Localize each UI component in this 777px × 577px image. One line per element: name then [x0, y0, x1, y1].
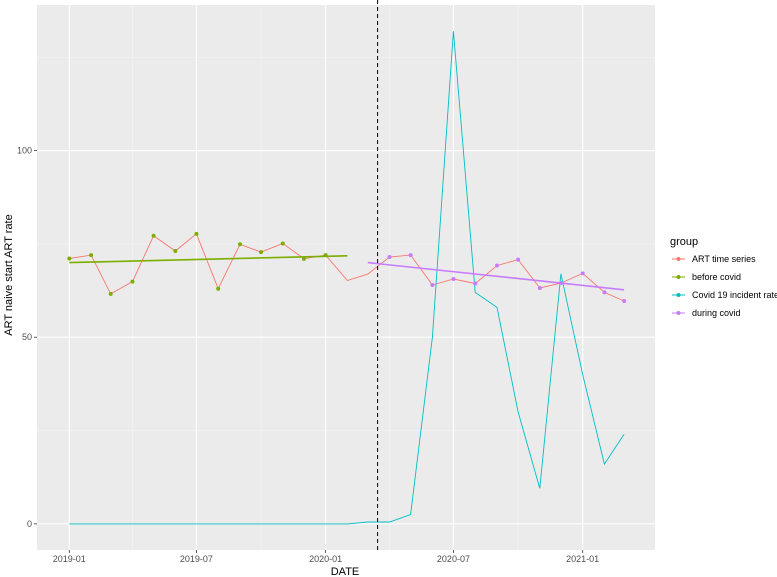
legend-item: before covid — [672, 272, 741, 282]
point-during-covid — [430, 282, 435, 287]
point-during-covid — [408, 253, 413, 258]
point-before-covid — [301, 256, 306, 261]
legend: group ART time series before covid Covid… — [670, 236, 777, 318]
point-during-covid — [580, 271, 585, 276]
x-axis-title: DATE — [331, 566, 360, 577]
point-before-covid — [216, 286, 221, 291]
legend-item: during covid — [672, 308, 741, 318]
series-line-art-time-series — [69, 233, 625, 302]
x-tick-label: 2019-07 — [180, 554, 213, 564]
point-during-covid — [451, 276, 456, 281]
point-before-covid — [280, 241, 285, 246]
legend-title: group — [670, 236, 698, 248]
point-during-covid — [387, 254, 392, 259]
point-before-covid — [89, 253, 94, 258]
y-tick-label: 50 — [22, 332, 32, 342]
axes-layer: 0 50 100 2019-01 2019-07 2020-01 2020-07 2021-0… — [17, 146, 599, 564]
point-before-covid — [323, 253, 328, 258]
point-during-covid — [558, 281, 563, 286]
x-tick-label: 2020-01 — [309, 554, 342, 564]
y-tick-label: 0 — [27, 519, 32, 529]
x-tick-label: 2019-01 — [53, 554, 86, 564]
legend-item: ART time series — [672, 254, 756, 264]
legend-key-point — [676, 257, 681, 261]
legend-label: during covid — [692, 308, 741, 318]
point-before-covid — [67, 256, 72, 261]
legend-label: Covid 19 incident rate — [692, 290, 777, 300]
point-before-covid — [151, 233, 156, 238]
point-before-covid — [173, 248, 178, 253]
point-before-covid — [130, 279, 135, 284]
y-tick-label: 100 — [17, 146, 32, 156]
point-before-covid — [194, 231, 199, 236]
trend-line-during-covid — [367, 261, 625, 291]
point-during-covid — [473, 281, 478, 286]
point-during-covid — [602, 290, 607, 295]
point-before-covid — [108, 291, 113, 296]
point-during-covid — [622, 299, 627, 304]
trend-line-before-covid — [69, 255, 348, 264]
legend-label: ART time series — [692, 254, 756, 264]
grid-minor — [37, 5, 655, 550]
point-during-covid — [537, 285, 542, 290]
legend-key-point — [676, 311, 681, 315]
legend-key-point — [676, 293, 681, 297]
legend-label: before covid — [692, 272, 741, 282]
legend-key-point — [676, 275, 681, 279]
legend-item: Covid 19 incident rate — [672, 290, 777, 300]
plot-panel — [37, 5, 655, 550]
series-line-covid-19-incident-rate — [69, 31, 625, 525]
x-tick-label: 2020-07 — [437, 554, 470, 564]
point-during-covid — [494, 263, 499, 268]
point-during-covid — [516, 257, 521, 262]
point-before-covid — [237, 242, 242, 247]
point-before-covid — [259, 250, 264, 255]
y-axis-title: ART naive start ART rate — [3, 214, 15, 335]
series-layer — [67, 0, 627, 550]
x-tick-label: 2021-01 — [566, 554, 599, 564]
